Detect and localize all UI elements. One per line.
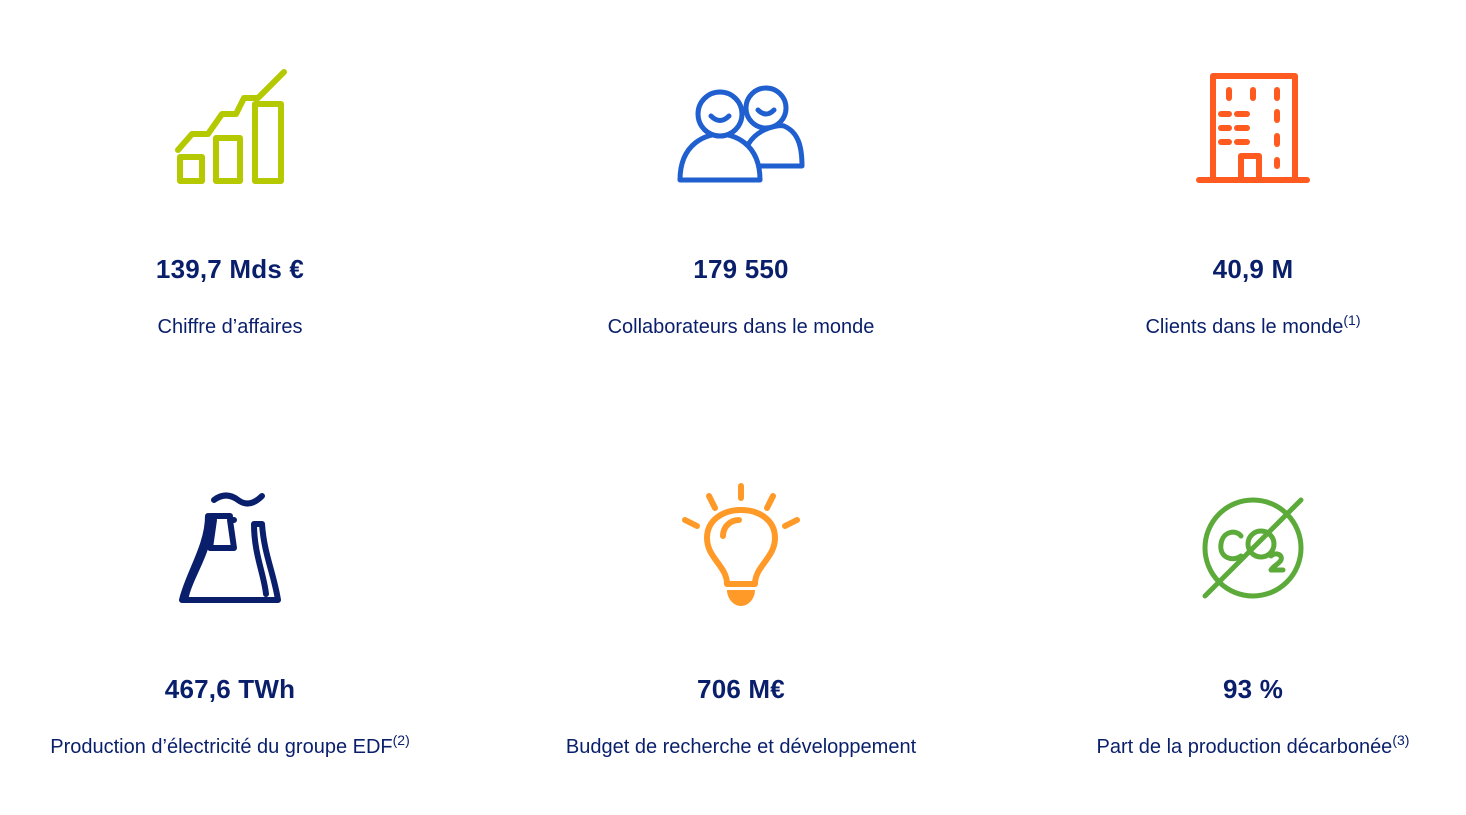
growth-chart-icon — [10, 62, 450, 192]
stat-label: Part de la production décarbonée(3) — [1096, 732, 1410, 758]
stat-card-research-budget: 706 M€ Budget de recherche et développem… — [521, 0, 961, 758]
stat-label: Clients dans le monde(1) — [1145, 312, 1361, 338]
stat-card-employees: 179 550 Collaborateurs dans le monde — [521, 0, 961, 338]
stat-value: 179 550 — [693, 254, 789, 284]
stat-value: 93 % — [1222, 674, 1284, 704]
stat-value: 706 M€ — [697, 674, 785, 704]
building-icon — [1033, 62, 1466, 192]
stat-value: 139,7 Mds € — [155, 254, 305, 284]
stat-value: 40,9 M — [1212, 254, 1294, 284]
stat-card-clients: 40,9 M Clients dans le monde(1) — [1033, 0, 1466, 338]
stat-label: Budget de recherche et développement — [565, 736, 917, 758]
stat-label: Collaborateurs dans le monde — [607, 316, 875, 338]
no-co2-icon — [1033, 482, 1466, 612]
stat-label: Chiffre d’affaires — [157, 316, 303, 338]
stat-card-decarbonized: 93 % Part de la production décarbonée(3) — [1033, 0, 1466, 758]
stat-card-production: 467,6 TWh Production d’électricité du gr… — [10, 0, 450, 758]
lightbulb-icon — [521, 482, 961, 612]
people-icon — [521, 62, 961, 192]
power-plant-icon — [10, 482, 450, 612]
stat-value: 467,6 TWh — [164, 674, 296, 704]
stat-label: Production d’électricité du groupe EDF(2… — [50, 732, 410, 758]
stat-card-revenue: 139,7 Mds € Chiffre d’affaires — [10, 0, 450, 338]
